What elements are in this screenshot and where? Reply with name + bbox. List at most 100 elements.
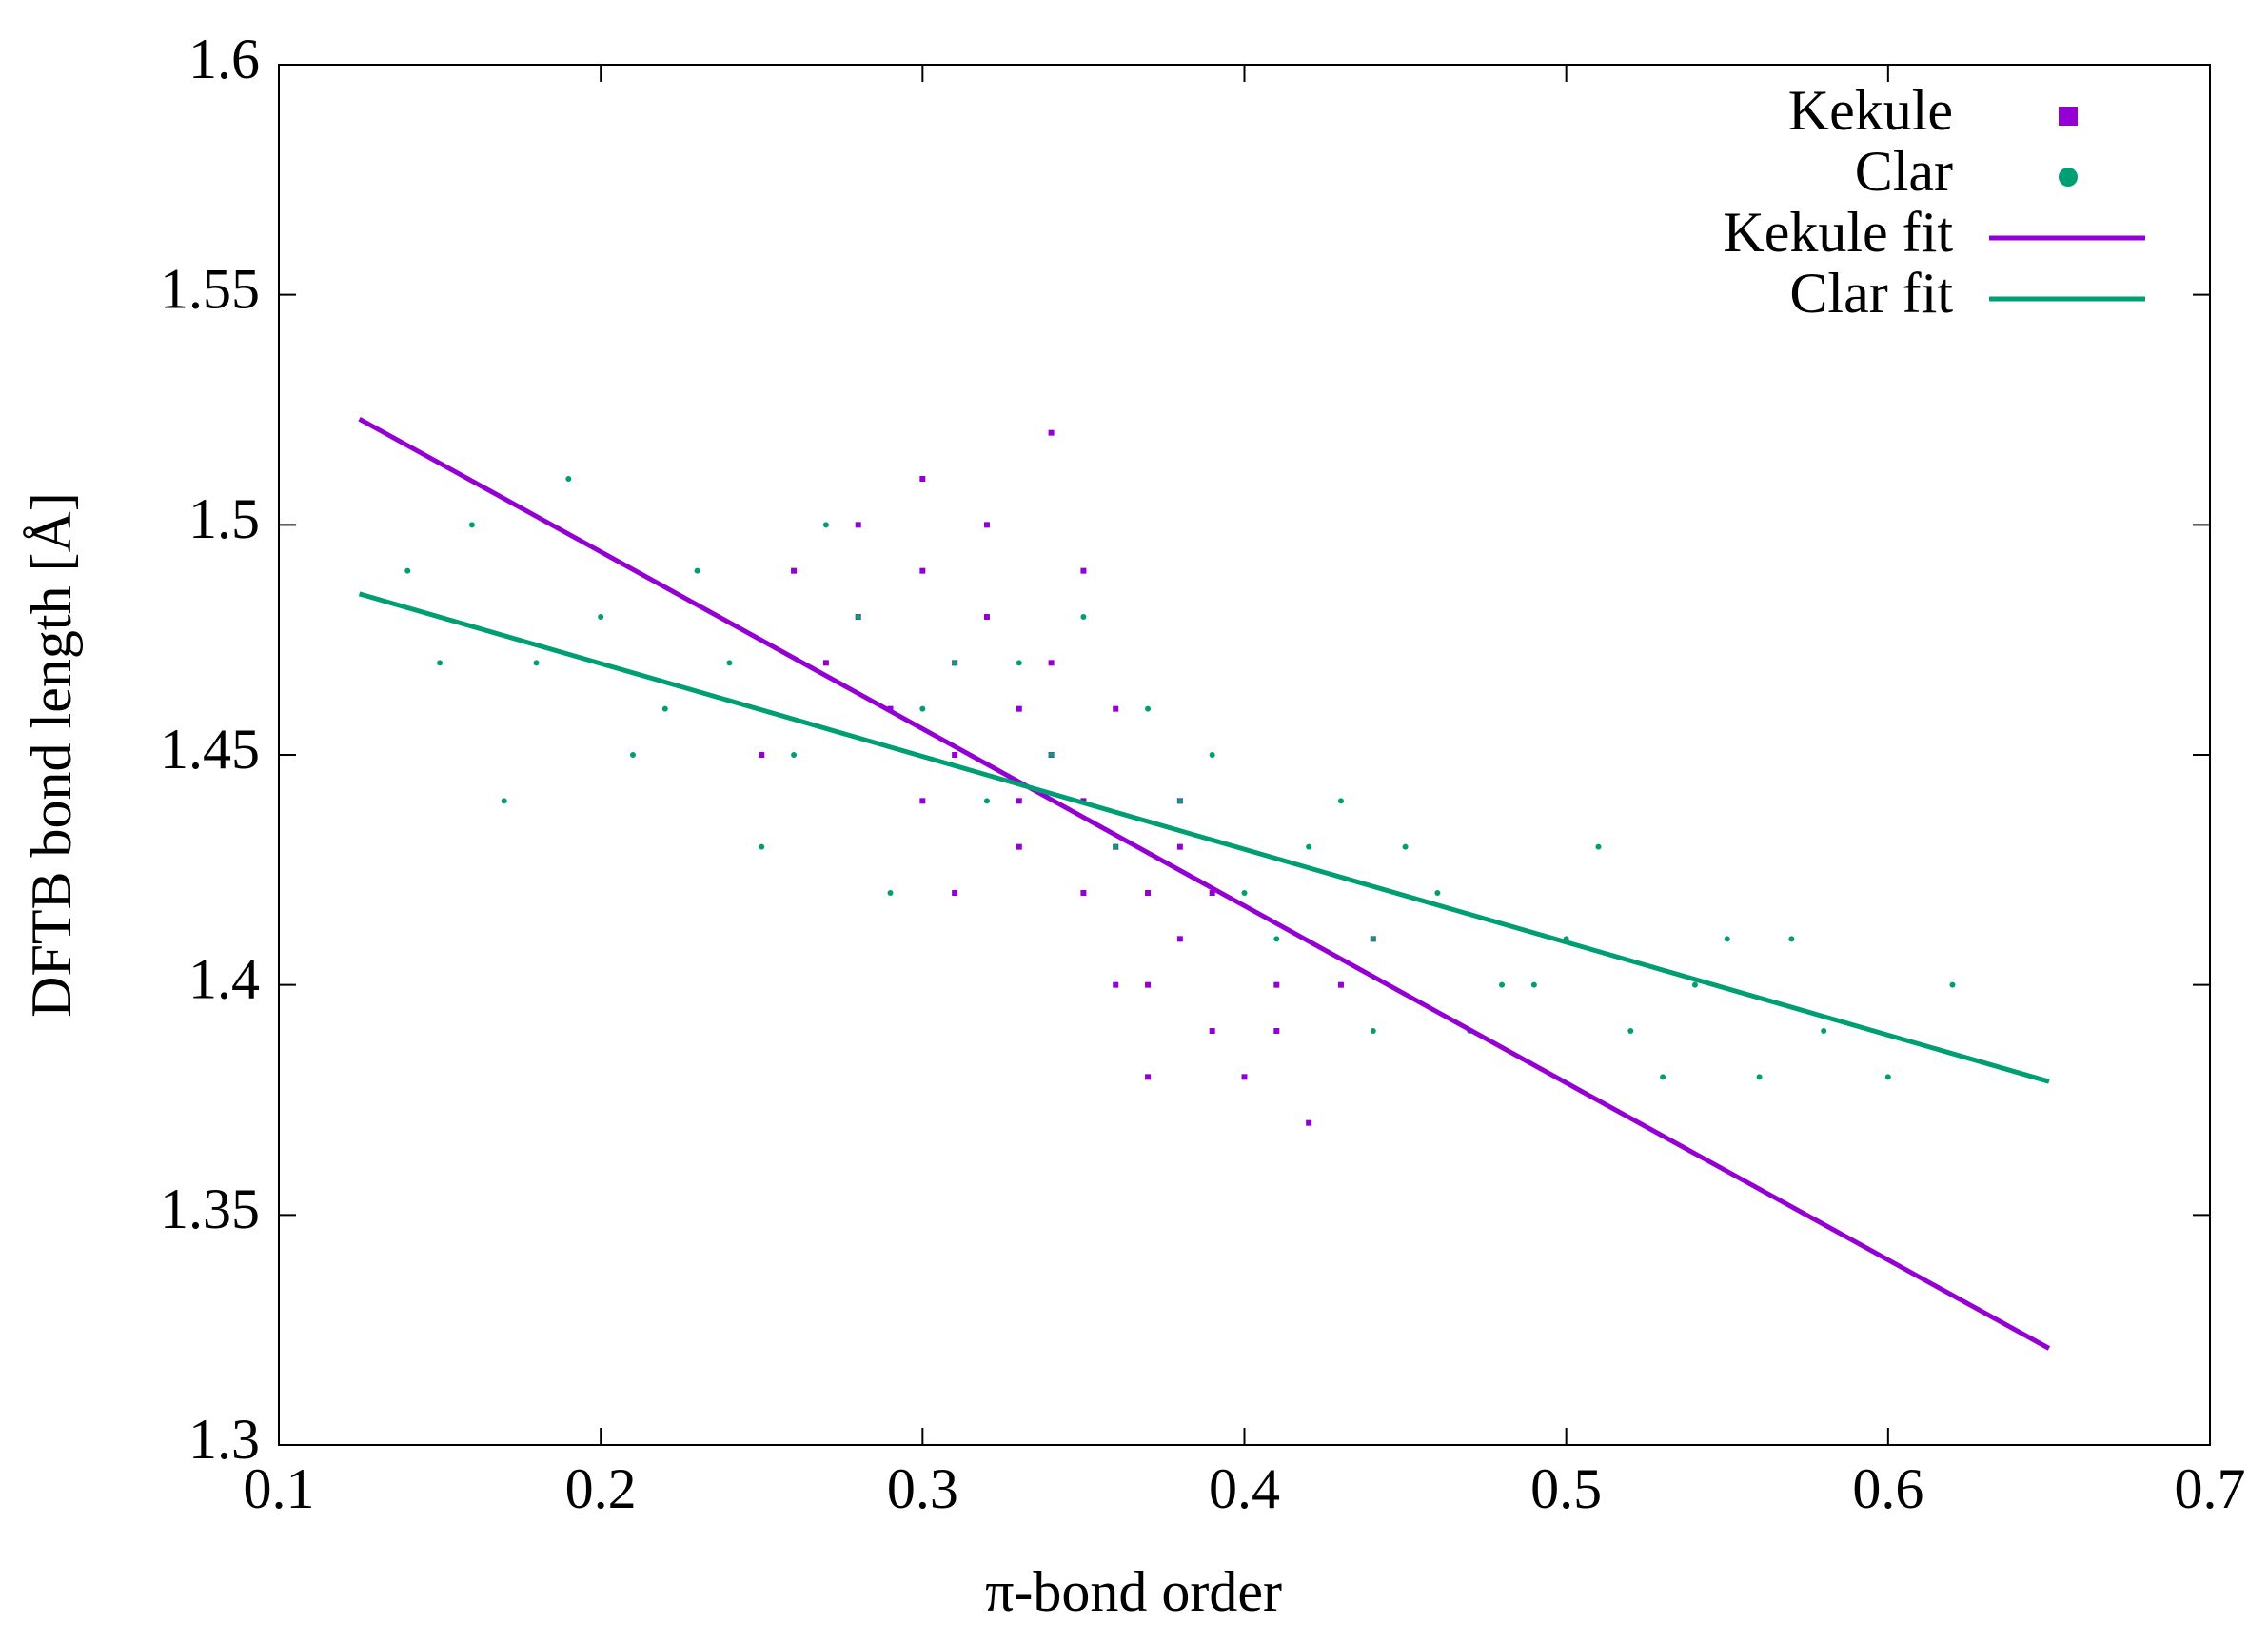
data-point	[1370, 1028, 1376, 1034]
data-point	[1370, 936, 1376, 942]
data-point	[919, 705, 926, 712]
data-point	[1016, 705, 1022, 712]
data-point	[565, 476, 572, 482]
data-point	[1821, 1028, 1827, 1034]
data-point	[1788, 936, 1795, 942]
data-point	[533, 660, 540, 666]
x-axis-label: π-bond order	[985, 1560, 1282, 1623]
data-point	[855, 522, 861, 528]
data-point	[1209, 752, 1215, 758]
data-point	[694, 567, 700, 574]
data-point	[887, 890, 894, 896]
data-point	[952, 752, 958, 758]
data-point	[501, 798, 507, 804]
data-point	[1113, 981, 1119, 988]
data-point	[983, 798, 990, 804]
data-point	[1080, 614, 1087, 620]
data-point	[1434, 890, 1441, 896]
x-tick-label: 0.3	[887, 1457, 958, 1520]
data-point	[1145, 1074, 1152, 1080]
data-point	[437, 660, 444, 666]
y-tick-label: 1.35	[160, 1178, 260, 1240]
x-tick-label: 0.5	[1530, 1457, 1602, 1520]
legend-label: Clar	[1855, 140, 1953, 203]
data-point	[822, 522, 829, 528]
data-point	[952, 660, 958, 666]
legend-label: Kekule	[1788, 79, 1953, 142]
data-point	[952, 890, 958, 896]
data-point	[1209, 1028, 1215, 1034]
y-tick-label: 1.55	[160, 257, 260, 320]
data-point	[629, 752, 636, 758]
data-point	[1016, 798, 1022, 804]
data-point	[791, 567, 798, 574]
data-point	[1176, 936, 1183, 942]
data-point	[1306, 1119, 1312, 1126]
x-tick-label: 0.2	[565, 1457, 637, 1520]
data-point	[919, 476, 926, 482]
data-point	[1241, 1074, 1248, 1080]
data-point	[759, 752, 765, 758]
legend-marker	[2059, 168, 2078, 187]
data-point	[1756, 1074, 1763, 1080]
data-point	[1660, 1074, 1666, 1080]
y-tick-label: 1.3	[188, 1408, 260, 1471]
data-point	[1016, 660, 1022, 666]
data-point	[855, 614, 861, 620]
data-point	[1595, 843, 1602, 850]
fit-line	[358, 591, 2050, 1084]
data-point	[791, 752, 798, 758]
data-point	[1209, 890, 1215, 896]
data-point	[983, 522, 990, 528]
data-point	[1530, 981, 1537, 988]
data-point	[759, 843, 765, 850]
data-point	[1337, 981, 1344, 988]
data-point	[1402, 843, 1409, 850]
data-point	[1691, 981, 1698, 988]
data-point	[1884, 1074, 1891, 1080]
data-point	[1273, 981, 1280, 988]
data-point	[1306, 843, 1312, 850]
data-point	[1337, 798, 1344, 804]
x-tick-label: 0.1	[244, 1457, 315, 1520]
y-tick-label: 1.4	[188, 947, 260, 1010]
data-point	[1145, 890, 1152, 896]
data-point	[1145, 981, 1152, 988]
x-tick-label: 0.6	[1852, 1457, 1923, 1520]
x-tick-label: 0.7	[2175, 1457, 2246, 1520]
x-tick-label: 0.4	[1209, 1457, 1280, 1520]
data-point	[822, 660, 829, 666]
data-point	[1499, 981, 1506, 988]
data-point	[1176, 843, 1183, 850]
y-tick-label: 1.6	[188, 28, 260, 90]
data-point	[1113, 843, 1119, 850]
legend-label: Kekule fit	[1723, 201, 1953, 264]
data-point	[1080, 567, 1087, 574]
data-point	[1016, 843, 1022, 850]
data-point	[1627, 1028, 1634, 1034]
data-point	[726, 660, 733, 666]
data-point	[1048, 429, 1055, 436]
data-point	[1113, 705, 1119, 712]
data-point	[661, 705, 668, 712]
data-point	[1949, 981, 1956, 988]
data-point	[468, 522, 475, 528]
data-point	[1176, 798, 1183, 804]
y-axis-label: DFTB bond length [Å]	[20, 492, 83, 1018]
data-point	[1273, 1028, 1280, 1034]
y-tick-label: 1.45	[160, 718, 260, 781]
data-point	[1048, 660, 1055, 666]
data-point	[1145, 705, 1152, 712]
y-tick-label: 1.5	[188, 487, 260, 550]
data-point	[1048, 752, 1055, 758]
data-point	[598, 614, 604, 620]
data-point	[919, 798, 926, 804]
data-point	[1080, 890, 1087, 896]
data-point	[1724, 936, 1730, 942]
data-point	[1241, 890, 1248, 896]
data-point	[404, 567, 411, 574]
legend-label: Clar fit	[1789, 262, 1953, 325]
data-point	[983, 614, 990, 620]
fit-line	[358, 416, 2051, 1351]
